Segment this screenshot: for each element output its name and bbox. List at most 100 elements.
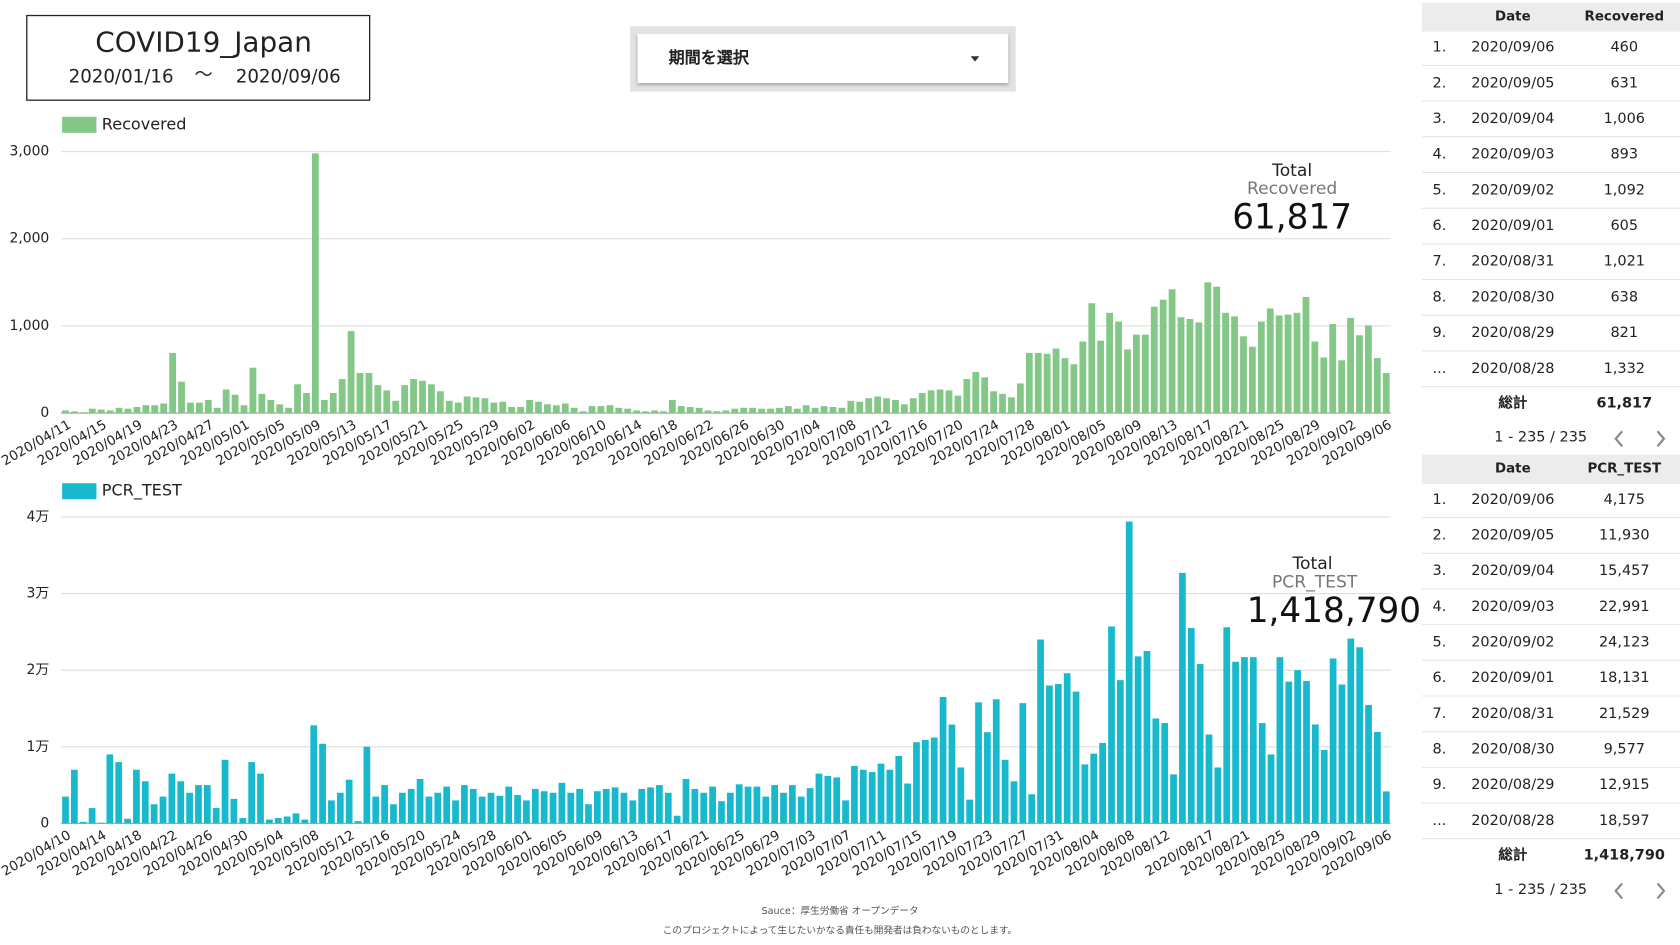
row-date: 2020/09/01 <box>1471 670 1554 686</box>
bar <box>606 405 614 414</box>
bar <box>1070 364 1078 414</box>
bar <box>301 819 309 824</box>
bar <box>1204 282 1212 414</box>
bar <box>249 367 257 414</box>
bar <box>97 822 105 824</box>
bar <box>97 409 105 414</box>
bar <box>948 724 956 824</box>
legend-swatch <box>62 116 97 133</box>
table-header-bg <box>1421 2 1680 32</box>
bar <box>124 818 131 824</box>
y-tick-label: 2,000 <box>9 231 49 247</box>
bar <box>1258 723 1266 824</box>
bar <box>150 804 158 824</box>
dropdown[interactable] <box>637 33 1009 84</box>
bar <box>833 777 841 824</box>
bar <box>1186 318 1194 414</box>
next-page[interactable] <box>1656 882 1666 900</box>
dropdown-caret <box>970 56 980 62</box>
bar <box>159 796 167 824</box>
bar <box>1008 397 1015 414</box>
bar <box>842 800 849 824</box>
row-value: 605 <box>1610 218 1638 234</box>
bar <box>452 800 459 824</box>
row-date: 2020/08/30 <box>1471 742 1554 758</box>
row-value: 18,131 <box>1599 670 1650 686</box>
bar <box>222 389 230 414</box>
prev-page[interactable] <box>1614 882 1623 900</box>
row-date: 2020/08/31 <box>1471 254 1554 270</box>
bar <box>722 410 730 414</box>
y-tick-label: 2万 <box>27 662 50 678</box>
bar <box>1382 372 1390 414</box>
prev-page[interactable] <box>1614 430 1623 447</box>
bar <box>930 737 938 824</box>
bar <box>629 800 637 824</box>
bar <box>859 769 867 824</box>
bar <box>328 800 335 824</box>
bar <box>677 406 685 414</box>
bar <box>239 818 247 824</box>
bar <box>505 786 513 824</box>
bar <box>204 399 212 414</box>
bar <box>992 699 1000 824</box>
bar <box>436 391 444 414</box>
bar <box>338 379 346 414</box>
bar <box>461 785 468 824</box>
bar <box>266 819 273 824</box>
bar <box>740 407 748 414</box>
bar <box>963 379 971 414</box>
bar <box>1267 754 1275 824</box>
bar <box>106 410 114 414</box>
row-value: 15,457 <box>1599 563 1650 579</box>
bar <box>1177 317 1185 414</box>
bar <box>776 407 783 414</box>
y-tick-label: 3万 <box>27 586 50 602</box>
bar <box>478 796 486 824</box>
bar <box>868 772 876 824</box>
bar <box>838 407 846 414</box>
bar <box>186 792 193 824</box>
date-separator: 〜 <box>194 65 212 86</box>
row-number: 5. <box>1433 182 1447 198</box>
bar <box>877 763 885 824</box>
row-value: 11,930 <box>1599 528 1650 544</box>
bar <box>1329 324 1337 414</box>
bar <box>434 792 442 824</box>
row-date: 2020/09/06 <box>1471 40 1554 56</box>
bar <box>178 381 185 414</box>
bar <box>1338 360 1346 414</box>
bar <box>602 788 610 824</box>
bar <box>726 792 734 824</box>
bar <box>820 406 828 414</box>
bar <box>319 743 326 824</box>
bar <box>469 788 477 824</box>
row-value: 631 <box>1610 75 1638 91</box>
bar <box>1097 340 1105 414</box>
bar <box>303 392 310 414</box>
bar <box>1276 657 1284 824</box>
bar <box>549 792 557 824</box>
bar <box>407 788 415 824</box>
bar <box>593 791 601 824</box>
bar <box>682 778 690 824</box>
bar <box>310 725 318 824</box>
bar <box>984 732 991 824</box>
bar <box>79 821 87 824</box>
row-number: 9. <box>1433 325 1447 341</box>
bar <box>709 786 716 824</box>
bar <box>1284 314 1292 414</box>
bar <box>718 801 725 824</box>
bar <box>1141 334 1149 414</box>
row-value: 1,021 <box>1604 254 1645 270</box>
row-date: 2020/08/29 <box>1471 325 1554 341</box>
row-value: 1,006 <box>1604 111 1645 127</box>
next-page[interactable] <box>1656 430 1666 447</box>
bar <box>767 408 774 414</box>
bar <box>735 784 743 824</box>
bar <box>927 390 935 414</box>
bar <box>1072 691 1080 824</box>
total-label: 総計 <box>1498 393 1527 411</box>
bar <box>1081 764 1089 824</box>
